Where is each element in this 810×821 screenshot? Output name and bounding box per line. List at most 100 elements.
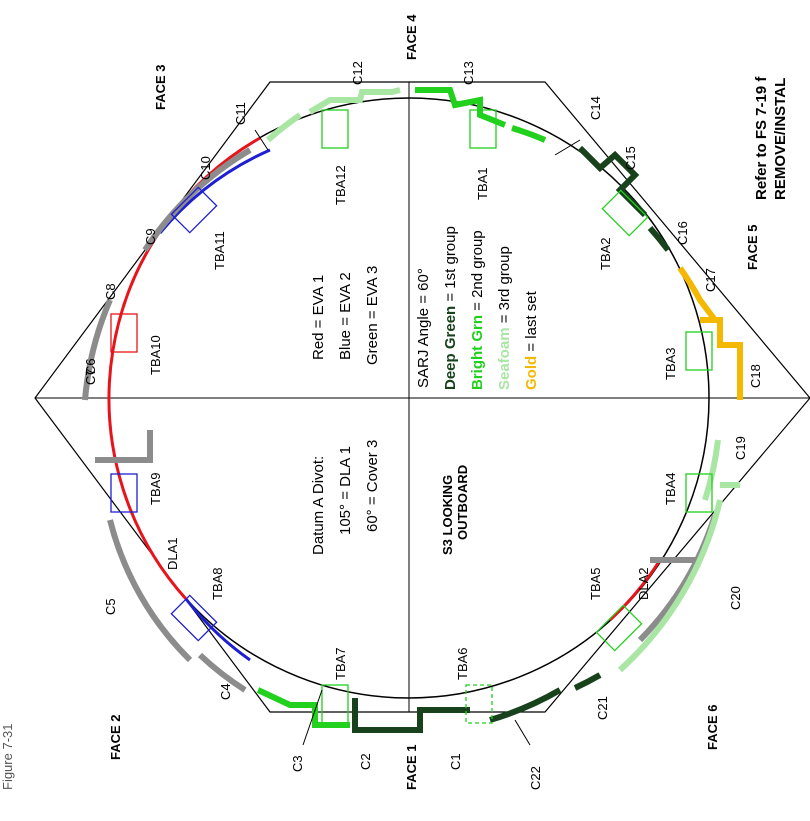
cover-label-c16: C16 [675,221,690,245]
tba12-box [321,109,349,149]
cover-label-c18: C18 [748,364,763,388]
tba-label-2: TBA2 [598,237,613,270]
cover-c1-deep-green [352,698,470,733]
face1-label: FACE 1 [404,744,419,790]
tba11-box [170,186,218,234]
cover-label-c8: C8 [103,283,118,300]
leader-c22 [514,719,531,746]
cover-c22-deep-green [489,687,562,723]
group-legend-key: Bright Grn [469,315,486,390]
figure-label-clipped: Figure 7-31 [0,724,15,790]
leader-c14 [554,139,581,156]
cover-label-c9: C9 [143,228,158,245]
face4-label: FACE 4 [404,14,419,60]
eva2-blue-arc-upper [158,148,271,234]
tba2-box [601,189,649,237]
cover-label-c1: C1 [448,753,463,770]
group-legend-key: Gold [523,356,540,390]
group-legend-line: Bright Grn = 2nd group [469,230,486,390]
eva1-red-arc-right [608,559,662,622]
leader-c11 [254,129,269,151]
group-legend-key: Seafoam [496,327,513,390]
cover-c13-bright-green [415,87,507,128]
tba9-box [110,473,138,513]
tba7-box [321,684,349,724]
cover-c14-bright-green [511,125,547,143]
tba-label-1: TBA1 [475,167,490,200]
group-legend-desc: = 3rd group [496,246,513,327]
cover-label-c22: C22 [528,766,543,790]
tba6-box [465,684,493,724]
cover-c19-seafoam [702,439,721,501]
legend-blue-eva2: Blue = EVA 2 [337,272,354,360]
cover-c12-seafoam [308,87,401,115]
tba-label-10: TBA10 [148,335,163,375]
tba10-box [110,313,138,353]
face2-label: FACE 2 [108,714,123,760]
tba-label-11: TBA11 [212,231,227,270]
cover-c2-bright-green [256,687,350,728]
tba-label-8: TBA8 [210,567,225,600]
legend-red-eva1: Red = EVA 1 [310,275,327,360]
cover-c6-gray [82,298,113,401]
cover-label-c13: C13 [461,61,476,85]
cover-label-c11: C11 [233,102,248,125]
diagram-title-line2: OUTBOARD [455,465,470,540]
tba-label-12: TBA12 [333,165,348,205]
cover-c5-gray [95,430,193,663]
diagram-title-line1: S3 LOOKING [440,475,455,555]
reference-note-line2: REMOVE/INSTAL [772,78,789,200]
group-legend-desc: = 1st group [442,226,459,306]
cover-label-c5: C5 [103,598,118,615]
cover-c11-seafoam [266,112,302,143]
cover-label-c14: C14 [588,96,603,120]
group-legend-line: Gold = last set [523,290,540,390]
tba-label-5: TBA5 [588,567,603,600]
cover-label-c17: C17 [703,268,718,292]
datum-line1: 105° = DLA 1 [337,446,354,535]
face6-label: FACE 6 [705,704,720,750]
tba-label-9: TBA9 [148,472,163,505]
tba3-box [685,331,713,371]
cover-label-c4: C4 [218,683,233,700]
cover-label-c12: C12 [350,61,365,85]
dla1-label: DLA1 [165,537,180,570]
cover-c20-seafoam [617,482,740,673]
eva2-blue-arc-lower [184,598,251,662]
sarj-angle: SARJ Angle = 60° [415,268,432,388]
tba1-box [469,109,497,149]
tba5-box [595,604,643,652]
cover-c21-deep-green [573,672,602,691]
cover-c18-gold [700,317,743,400]
tba8-box [170,594,218,642]
tba-label-6: TBA6 [455,647,470,680]
cover-label-c21: C21 [595,696,610,720]
cover-label-c7: C7 [83,368,98,385]
cover-c20-gray [637,514,718,643]
group-legend-line: Seafoam = 3rd group [496,246,513,390]
tba-label-3: TBA3 [663,347,678,380]
tba-label-4: TBA4 [663,472,678,505]
group-legend-line: Deep Green = 1st group [442,226,459,390]
cover-label-c10: C10 [198,156,213,180]
cover-label-c2: C2 [358,753,373,770]
cover-label-c20: C20 [728,586,743,610]
tba4-box [685,473,713,513]
legend-green-eva3: Green = EVA 3 [364,266,381,365]
cover-c17-gold [677,266,718,322]
group-legend-key: Deep Green [442,306,459,390]
datum-line2: 60° = Cover 3 [364,440,381,532]
cover-label-c15: C15 [623,146,638,170]
group-legend: Deep Green = 1st group Bright Grn = 2nd g… [442,226,540,390]
dla2-label: DLA2 [636,567,651,600]
cover-label-c3: C3 [290,755,305,772]
cover-label-c19: C19 [733,436,748,460]
cover-label-c6: C6 [83,358,98,375]
tba-label-7: TBA7 [333,647,348,680]
face3-label: FACE 3 [153,64,168,110]
reference-note-line1: Refer to FS 7-19 f [753,76,770,200]
datum-heading: Datum A Divot: [310,456,327,555]
cover-c16-deep-green [647,225,671,252]
